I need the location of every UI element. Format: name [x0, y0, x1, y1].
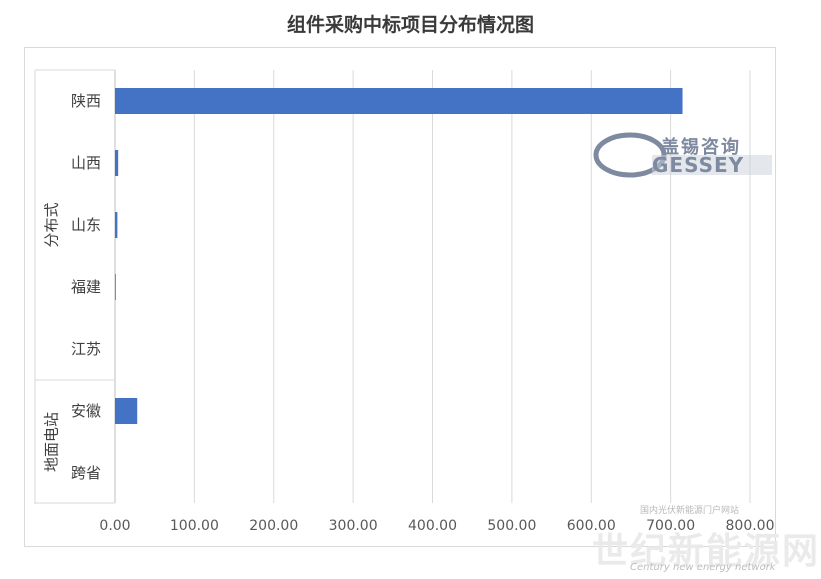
- category-label: 跨省: [71, 464, 101, 482]
- logo-cn-text: 盖锡咨询: [661, 137, 741, 158]
- watermark-site-small: 国内光伏新能源门户网站: [640, 506, 740, 516]
- x-tick-label: 300.00: [329, 518, 378, 534]
- group-label: 地面电站: [43, 412, 61, 472]
- category-label: 山西: [71, 154, 101, 172]
- bar: [115, 88, 683, 114]
- category-label: 陕西: [71, 92, 101, 110]
- x-tick-label: 200.00: [249, 518, 298, 534]
- x-tick-label: 600.00: [567, 518, 616, 534]
- logo-band: [652, 155, 772, 175]
- bar: [115, 274, 116, 300]
- category-label: 福建: [71, 278, 101, 296]
- x-tick-label: 100.00: [170, 518, 219, 534]
- category-label: 安徽: [71, 402, 101, 420]
- x-tick-label: 0.00: [99, 518, 130, 534]
- chart-frame: [24, 47, 776, 547]
- logo-en-text: GESSEY: [652, 153, 745, 177]
- watermark-site-en: Century new energy network: [630, 562, 776, 573]
- x-tick-label: 800.00: [726, 518, 775, 534]
- bar: [115, 398, 138, 424]
- watermark-site-big: 世纪新能源网: [592, 531, 821, 572]
- x-tick-label: 700.00: [646, 518, 695, 534]
- x-tick-label: 400.00: [408, 518, 457, 534]
- bar: [115, 212, 118, 238]
- chart-title: 组件采购中标项目分布情况图: [286, 14, 534, 36]
- category-label: 江苏: [71, 340, 101, 358]
- group-label: 分布式: [43, 202, 61, 247]
- category-label: 山东: [71, 216, 101, 234]
- bar: [115, 150, 119, 176]
- x-tick-label: 500.00: [487, 518, 536, 534]
